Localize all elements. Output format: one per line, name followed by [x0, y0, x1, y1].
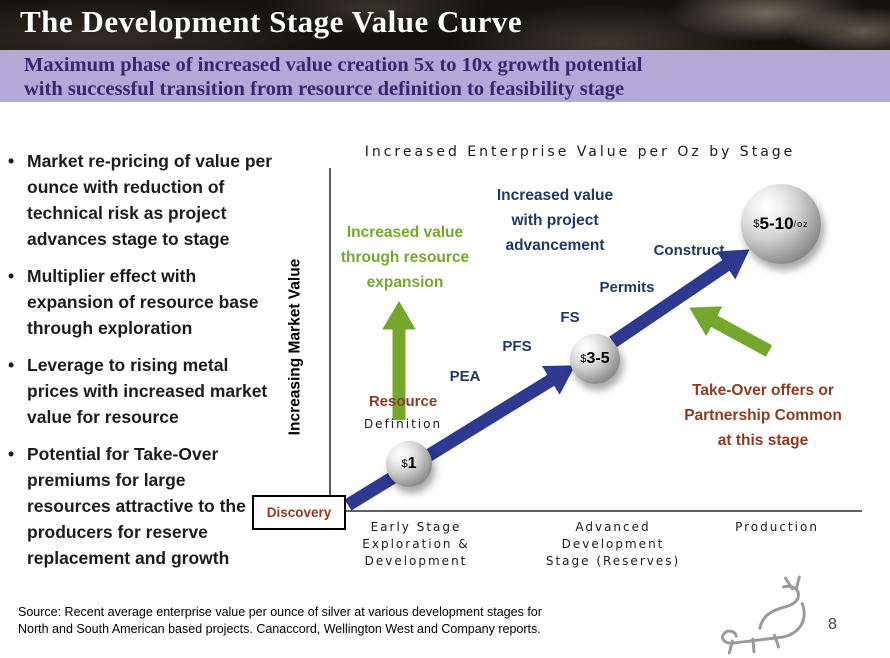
x-axis-group-production: Production — [702, 519, 852, 536]
llama-leg — [751, 637, 756, 654]
sphere-unit: /oz — [793, 219, 809, 229]
bullet-item: Market re-pricing of value per ounce wit… — [8, 148, 274, 252]
stage-label-resource: Resource — [368, 393, 438, 410]
value-sphere-3: $5-10/oz — [741, 184, 821, 264]
stage-label-pea: PEA — [449, 368, 481, 385]
stage-label-definition: Definition — [363, 417, 443, 431]
stage-label-pfs: PFS — [502, 338, 532, 355]
annotation-project-advancement: Increased value with project advancement — [462, 183, 648, 258]
stage-label-permits: Permits — [599, 279, 655, 296]
x-axis-group-early-stage: Early Stage Exploration & Development — [332, 519, 500, 570]
llama-leg — [773, 633, 781, 649]
page-number: 8 — [828, 616, 837, 633]
subtitle-line-2: with successful transition from resource… — [24, 78, 625, 100]
llama-neck — [758, 584, 800, 630]
x-axis-line: Development — [561, 537, 665, 551]
annotation-line: with project — [511, 212, 599, 229]
currency-symbol: $ — [580, 353, 587, 365]
x-axis-line: Early Stage — [370, 520, 462, 534]
bullet-item: Multiplier effect with expansion of reso… — [8, 263, 274, 341]
x-axis-line: Development — [364, 554, 468, 568]
y-axis-label: Increasing Market Value — [286, 258, 304, 436]
annotation-take-over: Take-Over offers or Partnership Common a… — [658, 378, 868, 453]
annotation-line: Increased value — [346, 224, 464, 241]
bullet-item: Potential for Take-Over premiums for lar… — [8, 441, 274, 571]
annotation-line: through resource — [340, 249, 470, 266]
page-title: The Development Stage Value Curve — [20, 4, 523, 39]
x-axis-line: Production — [735, 520, 819, 534]
sphere-value: 5-10 — [759, 214, 794, 233]
sphere-value: 3-5 — [586, 350, 610, 367]
value-curve-arrow-2 — [609, 249, 750, 348]
x-axis-line: Stage (Reserves) — [545, 554, 681, 568]
x-axis-line: Exploration & — [362, 537, 470, 551]
llama-body — [721, 602, 806, 645]
header-bar: The Development Stage Value Curve — [0, 0, 890, 50]
value-sphere-2: $3-5 — [570, 334, 620, 384]
llama-ear — [794, 575, 801, 591]
stage-label-fs: FS — [560, 309, 580, 326]
annotation-line: Increased value — [496, 187, 614, 204]
x-axis-line: Advanced — [575, 520, 651, 534]
annotation-line: advancement — [505, 237, 605, 254]
value-sphere-1: $1 — [386, 441, 432, 487]
annotation-resource-expansion: Increased value through resource expansi… — [310, 220, 500, 295]
bullet-item: Leverage to rising metal prices with inc… — [8, 352, 274, 430]
source-line: North and South American based projects.… — [18, 622, 541, 636]
discovery-label: Discovery — [266, 505, 332, 520]
stage-label-construct: Construct — [653, 242, 725, 259]
currency-symbol: $ — [753, 218, 760, 230]
chart-title: Increased Enterprise Value per Oz by Sta… — [364, 144, 796, 160]
llama-leg — [727, 639, 734, 655]
take-over-arrow — [689, 306, 773, 357]
source-line: Source: Recent average enterprise value … — [18, 605, 542, 619]
annotation-line: at this stage — [717, 432, 809, 449]
sphere-value: 1 — [407, 455, 417, 472]
annotation-line: Take-Over offers or — [692, 382, 834, 399]
subtitle-band: Maximum phase of increased value creatio… — [0, 50, 890, 102]
source-note: Source: Recent average enterprise value … — [18, 604, 628, 638]
annotation-line: Partnership Common — [684, 407, 842, 424]
subtitle-line-1: Maximum phase of increased value creatio… — [24, 54, 643, 76]
x-axis-group-advanced: Advanced Development Stage (Reserves) — [518, 519, 708, 570]
llama-logo — [721, 575, 806, 655]
bullet-list: Market re-pricing of value per ounce wit… — [8, 148, 274, 582]
annotation-line: expansion — [366, 274, 444, 291]
discovery-box: Discovery — [252, 495, 346, 530]
currency-symbol: $ — [401, 458, 408, 470]
